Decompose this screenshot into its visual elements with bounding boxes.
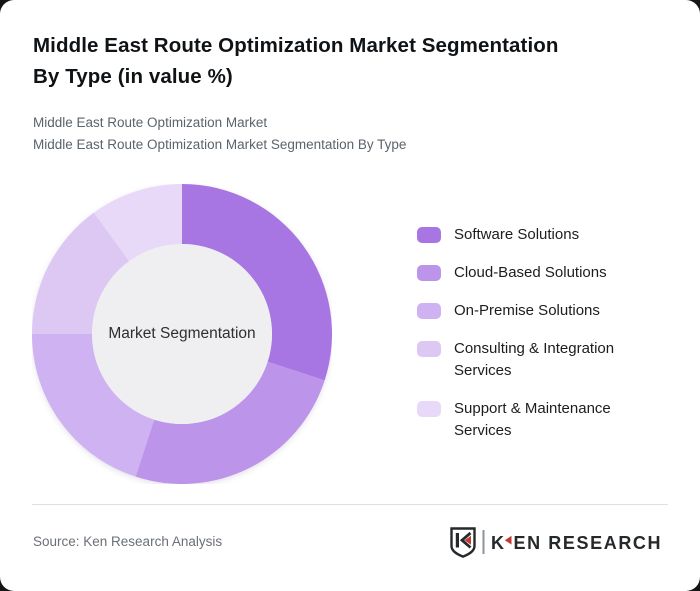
pie-slice[interactable] — [32, 334, 155, 477]
subtitle-block: Middle East Route Optimization Market Mi… — [33, 112, 406, 155]
logo-separator-bar — [482, 530, 485, 554]
logo-wordmark: K EN RESEARCH — [491, 533, 663, 553]
svg-text:EN RESEARCH: EN RESEARCH — [514, 533, 663, 553]
pie-slice[interactable] — [93, 184, 182, 262]
page-title: Middle East Route Optimization Market Se… — [33, 34, 559, 88]
donut-chart-svg — [32, 184, 332, 484]
ken-research-shield-k-icon — [450, 527, 476, 558]
legend-item[interactable]: On-Premise Solutions — [417, 300, 655, 322]
legend-item-label: Cloud-Based Solutions — [454, 264, 607, 281]
legend-color-swatch-icon — [417, 227, 441, 243]
donut-chart: Market Segmentation — [32, 184, 332, 484]
ken-research-logo: K EN RESEARCH — [450, 527, 663, 558]
legend-item[interactable]: Software Solutions — [417, 224, 655, 246]
pie-slice[interactable] — [32, 212, 130, 334]
legend-color-swatch-icon — [417, 341, 441, 357]
legend-color-swatch-icon — [417, 401, 441, 417]
footer-divider — [32, 504, 668, 505]
pie-slice[interactable] — [182, 184, 332, 381]
chart-legend: Software Solutions Cloud-Based Solutions… — [417, 224, 655, 458]
subtitle-line-1: Middle East Route Optimization Market — [33, 115, 268, 130]
legend-item[interactable]: Support & Maintenance Services — [417, 398, 655, 442]
legend-item[interactable]: Consulting & Integration Services — [417, 338, 655, 382]
legend-item-label: Consulting & Integration Services — [454, 340, 615, 379]
legend-color-swatch-icon — [417, 303, 441, 319]
pie-slice[interactable] — [135, 361, 325, 484]
donut-center-circle — [92, 244, 272, 424]
svg-text:K: K — [491, 533, 504, 553]
source-note: Source: Ken Research Analysis — [33, 534, 223, 549]
legend-item-label: Software Solutions — [454, 226, 580, 243]
legend-color-swatch-icon — [417, 265, 441, 281]
subtitle-line-2: Middle East Route Optimization Market Se… — [33, 136, 407, 152]
legend-item-label: Support & Maintenance Services — [454, 400, 611, 439]
legend-item[interactable]: Cloud-Based Solutions — [417, 262, 655, 284]
legend-item-label: On-Premise Solutions — [454, 302, 600, 319]
